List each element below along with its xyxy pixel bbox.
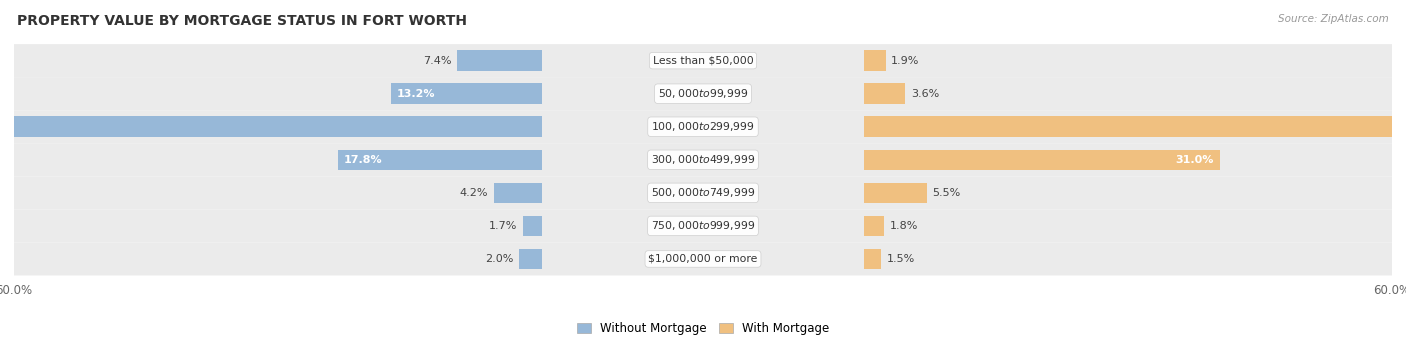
- Text: 1.9%: 1.9%: [891, 56, 920, 66]
- Text: 31.0%: 31.0%: [1175, 155, 1213, 165]
- Text: 2.0%: 2.0%: [485, 254, 513, 264]
- FancyBboxPatch shape: [8, 209, 1398, 242]
- Text: Less than $50,000: Less than $50,000: [652, 56, 754, 66]
- Text: $100,000 to $299,999: $100,000 to $299,999: [651, 120, 755, 133]
- Text: 4.2%: 4.2%: [460, 188, 488, 198]
- Legend: Without Mortgage, With Mortgage: Without Mortgage, With Mortgage: [572, 317, 834, 340]
- Text: 3.6%: 3.6%: [911, 89, 939, 99]
- Text: 5.5%: 5.5%: [932, 188, 960, 198]
- Bar: [863, 249, 882, 269]
- Text: $50,000 to $99,999: $50,000 to $99,999: [658, 87, 748, 100]
- Text: 7.4%: 7.4%: [423, 56, 451, 66]
- FancyBboxPatch shape: [8, 77, 1398, 110]
- Bar: [523, 216, 543, 236]
- Text: 1.7%: 1.7%: [489, 221, 517, 231]
- Bar: [457, 50, 543, 71]
- Text: $500,000 to $749,999: $500,000 to $749,999: [651, 186, 755, 199]
- Text: Source: ZipAtlas.com: Source: ZipAtlas.com: [1278, 14, 1389, 23]
- Text: 13.2%: 13.2%: [396, 89, 434, 99]
- FancyBboxPatch shape: [8, 143, 1398, 176]
- Bar: [863, 183, 927, 203]
- FancyBboxPatch shape: [8, 176, 1398, 209]
- FancyBboxPatch shape: [8, 242, 1398, 275]
- FancyBboxPatch shape: [8, 110, 1398, 143]
- Bar: [494, 183, 543, 203]
- Text: $300,000 to $499,999: $300,000 to $499,999: [651, 153, 755, 166]
- Text: 1.8%: 1.8%: [890, 221, 918, 231]
- Bar: [337, 150, 543, 170]
- Text: 1.5%: 1.5%: [887, 254, 915, 264]
- Bar: [0, 117, 543, 137]
- Bar: [863, 216, 884, 236]
- Text: $750,000 to $999,999: $750,000 to $999,999: [651, 219, 755, 233]
- Text: PROPERTY VALUE BY MORTGAGE STATUS IN FORT WORTH: PROPERTY VALUE BY MORTGAGE STATUS IN FOR…: [17, 14, 467, 28]
- Bar: [391, 83, 543, 104]
- FancyBboxPatch shape: [8, 44, 1398, 77]
- Bar: [863, 50, 886, 71]
- Text: $1,000,000 or more: $1,000,000 or more: [648, 254, 758, 264]
- Bar: [863, 83, 905, 104]
- Bar: [519, 249, 543, 269]
- Text: 17.8%: 17.8%: [343, 155, 382, 165]
- Bar: [863, 117, 1406, 137]
- Bar: [863, 150, 1220, 170]
